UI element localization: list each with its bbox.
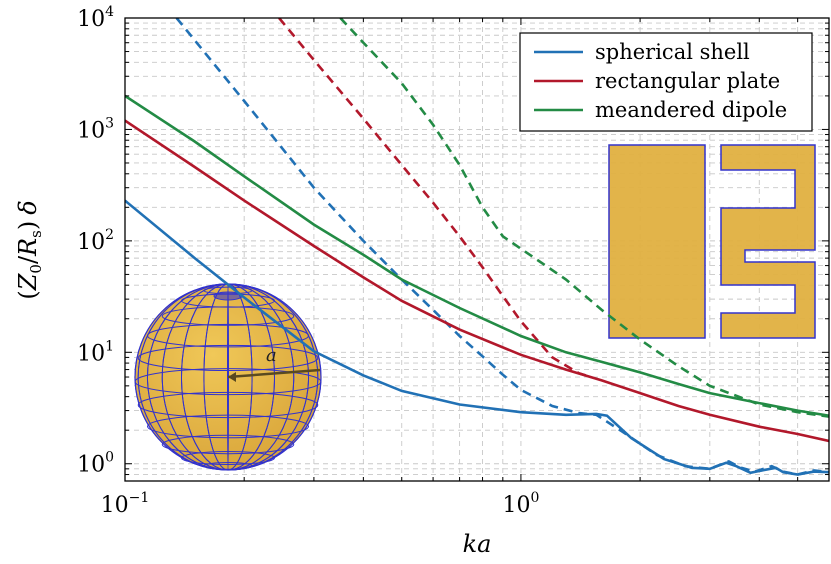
- y-tick-label: 100: [77, 450, 114, 478]
- legend-entry: spherical shell: [595, 40, 750, 64]
- legend-entry: meandered dipole: [595, 98, 787, 122]
- y-tick-label: 102: [77, 227, 114, 255]
- radius-label: a: [266, 345, 277, 366]
- rectangular-plate-shape: [609, 145, 705, 338]
- y-tick-label: 104: [77, 4, 114, 32]
- y-tick-label: 101: [77, 338, 114, 366]
- tick-labels: 10−1 100 100 101 102 103 104: [77, 4, 539, 518]
- x-tick-label: 100: [502, 490, 539, 518]
- y-tick-label: 103: [77, 115, 114, 143]
- legend: spherical shell rectangular plate meandere…: [520, 33, 812, 131]
- x-axis-label: ka: [463, 530, 492, 558]
- sphere-illustration: a: [135, 284, 321, 470]
- y-axis-label: (Z0/Rs)δ: [14, 200, 45, 299]
- legend-entry: rectangular plate: [595, 69, 780, 93]
- x-tick-label: 10−1: [101, 490, 150, 518]
